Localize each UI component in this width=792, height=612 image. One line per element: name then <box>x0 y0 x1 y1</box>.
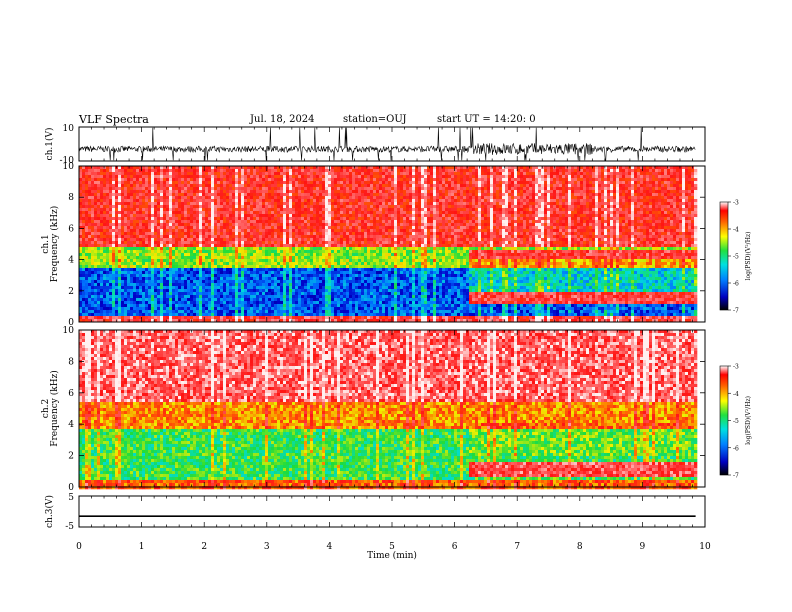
time-tick-label: 6 <box>452 542 458 552</box>
ch1-spectrogram-ytick-label: 2 <box>68 287 74 297</box>
ch1-spectrogram-ytick-label: 4 <box>68 256 74 266</box>
ch2-spectrogram-colorbar-tick-label: -7 <box>733 473 739 480</box>
ch1-spectrogram-colorbar-tick-label: -5 <box>733 254 739 261</box>
ch1-waveform-panel: 10 -10 ch.1(V) <box>44 124 706 166</box>
ch2-spectrogram-colorbar-tick-label: -3 <box>733 364 739 371</box>
time-tick-label: 9 <box>640 542 646 552</box>
ch1-spectrogram-colorbar-tick-label: -7 <box>733 308 739 315</box>
time-tick-label: 1 <box>139 542 145 552</box>
ch3-ytick-label: 5 <box>68 493 74 503</box>
ch1-spectrogram-panel: 0 2 4 6 8 10 ch.1 Frequency (kHz) <box>41 162 706 328</box>
ch2-spectrogram-panel: 0 2 4 6 8 10 ch.2 Frequency (kHz) <box>41 326 706 493</box>
ch1-spectrogram-ytick-label: 6 <box>68 224 74 234</box>
ch1-ylabel: ch.1(V) <box>44 128 55 161</box>
time-tick-label: 3 <box>264 542 270 552</box>
ch3-waveform-panel: 5 -5 ch.3(V) <box>44 493 706 532</box>
ch2-spectrogram-colorbar-tick-label: -6 <box>733 445 739 452</box>
ch1-spectrogram-colorbar <box>719 201 729 311</box>
time-tick-label: 8 <box>577 542 583 552</box>
ch2-spectrogram-colorbar-tick-label: -4 <box>733 391 739 398</box>
time-tick-label: 10 <box>699 542 711 552</box>
time-axis-label: Time (min) <box>367 550 417 561</box>
ch2-spectrogram-ytick-label: 6 <box>68 389 74 399</box>
ch1-spectrogram-colorbar-tick-label: -3 <box>733 200 739 207</box>
ch2-spectrogram-ytick-label: 8 <box>68 357 74 367</box>
time-tick-label: 4 <box>327 542 333 552</box>
ch3-ytick-label: -5 <box>65 522 74 532</box>
time-tick-label: 2 <box>201 542 207 552</box>
ch2-spectrogram-ytick-label: 4 <box>68 420 74 430</box>
ch2-spectrogram-ytick-label: 0 <box>68 483 74 493</box>
ch2-spectrogram-colorbar <box>719 365 729 476</box>
time-tick-label: 5 <box>389 542 395 552</box>
time-tick-label: 0 <box>76 542 82 552</box>
ch1-spectrogram-ylabel: Frequency (kHz) <box>49 206 60 283</box>
ch1-spectrogram-colorbar-tick-label: -4 <box>733 227 739 234</box>
ch2-spectrogram-channel-label: ch.2 <box>41 399 51 418</box>
ch2-spectrogram-colorbar-tick-label: -5 <box>733 418 739 425</box>
ch1-spectrogram-ytick-label: 10 <box>63 162 75 172</box>
chart-title: VLF Spectra <box>79 113 149 126</box>
time-tick-label: 7 <box>514 542 520 552</box>
start-time-label: start UT = 14:20: 0 <box>437 114 536 125</box>
ch1-ytick-label: 10 <box>63 124 75 134</box>
ch2-spectrogram-ylabel: Frequency (kHz) <box>49 370 60 447</box>
ch1-spectrogram-colorbar-tick-label: -6 <box>733 281 739 288</box>
ch1-ytick-label: -10 <box>60 156 75 166</box>
station-label: station=OUJ <box>343 114 407 125</box>
ch1-spectrogram-channel-label: ch.1 <box>41 234 51 253</box>
ch2-spectrogram-ytick-label: 2 <box>68 452 74 462</box>
time-axis: 0 1 2 3 4 5 6 7 8 9 10 Time (min) <box>76 542 711 561</box>
date-label: Jul. 18, 2024 <box>250 114 315 125</box>
ch1-spectrogram-ytick-label: 0 <box>68 318 74 328</box>
ch1-waveform-trace <box>78 127 696 161</box>
ch2-spectrogram-ytick-label: 10 <box>63 326 75 336</box>
ch1-spectrogram-ytick-label: 8 <box>68 193 74 203</box>
ch2-spectrogram-colorbar-label: log(PSD)(V²/Hz) <box>745 396 752 445</box>
ch1-spectrogram-colorbar-label: log(PSD)(V²/Hz) <box>745 232 752 281</box>
ch3-ylabel: ch.3(V) <box>44 495 55 528</box>
